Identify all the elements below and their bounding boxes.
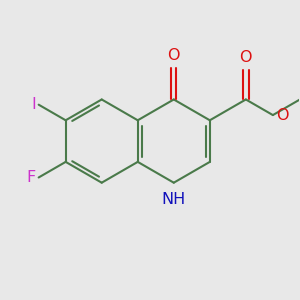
Text: O: O [167,48,180,63]
Text: I: I [31,97,36,112]
Text: O: O [276,108,289,123]
Text: NH: NH [162,192,186,207]
Text: O: O [240,50,252,65]
Text: F: F [26,170,36,185]
